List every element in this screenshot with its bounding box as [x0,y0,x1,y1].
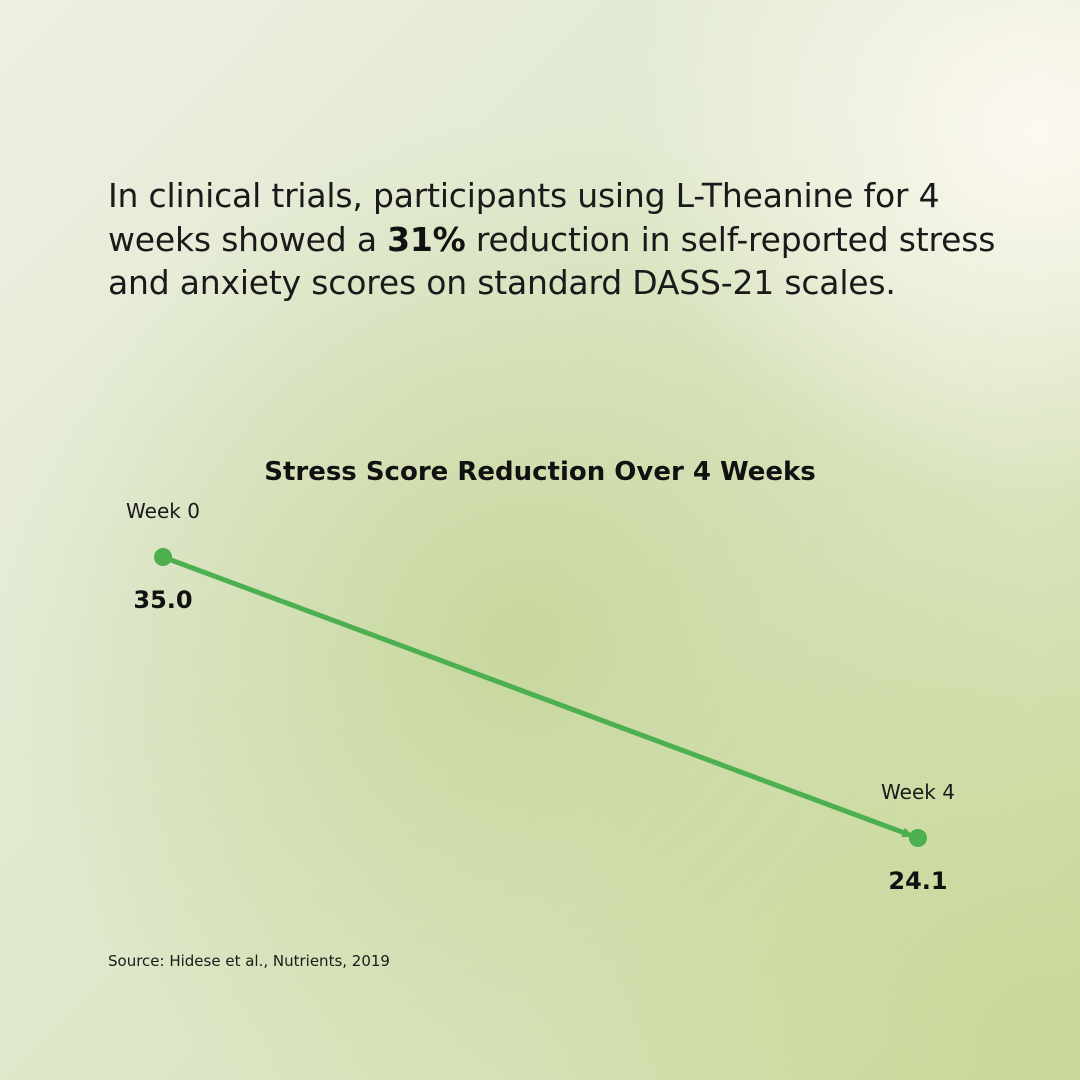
headline-text-after: reduction in self-reported stress and an… [108,219,996,303]
category-label: Week 0 [126,499,200,523]
data-point [909,829,927,847]
headline-highlight: 31% [387,219,466,259]
chart-marks: Week 0 35.0 Week 4 24.1 [126,499,955,895]
chart-title: Stress Score Reduction Over 4 Weeks [264,457,816,487]
headline-text-before: In clinical trials, participants using L… [108,176,940,259]
data-point [154,548,172,566]
category-label: Week 4 [881,780,955,804]
headline: In clinical trials, participants using L… [108,174,1008,305]
series-line-segment [160,554,915,839]
source-citation: Source: Hidese et al., Nutrients, 2019 [108,952,390,970]
data-label: 35.0 [133,586,192,614]
data-label: 24.1 [888,867,947,895]
